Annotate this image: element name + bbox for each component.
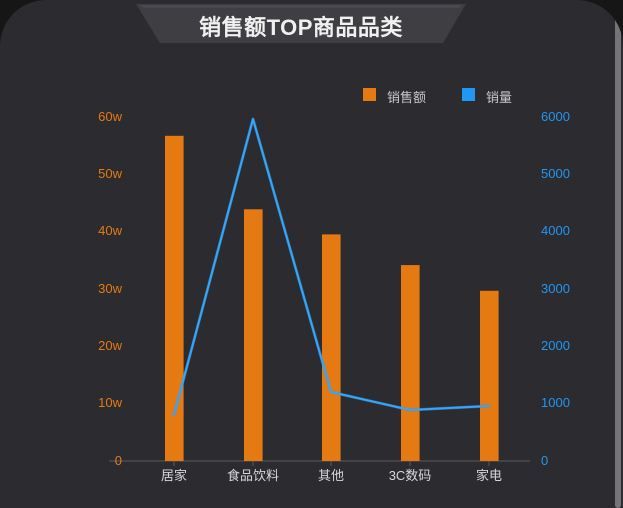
svg-text:10w: 10w [98,395,122,410]
svg-text:60w: 60w [98,109,122,124]
svg-text:其他: 其他 [318,468,344,483]
svg-text:30w: 30w [98,281,122,296]
svg-text:5000: 5000 [541,166,570,181]
svg-text:50w: 50w [98,166,122,181]
svg-text:0: 0 [541,453,548,468]
svg-text:1000: 1000 [541,395,570,410]
svg-text:居家: 居家 [161,468,187,483]
svg-text:6000: 6000 [541,109,570,124]
svg-text:20w: 20w [98,338,122,353]
svg-text:家电: 家电 [476,468,502,483]
svg-text:4000: 4000 [541,223,570,238]
svg-text:3C数码: 3C数码 [389,468,432,483]
svg-text:2000: 2000 [541,338,570,353]
svg-text:3000: 3000 [541,281,570,296]
svg-text:食品饮料: 食品饮料 [227,468,279,483]
svg-text:0: 0 [115,453,122,468]
svg-text:40w: 40w [98,223,122,238]
